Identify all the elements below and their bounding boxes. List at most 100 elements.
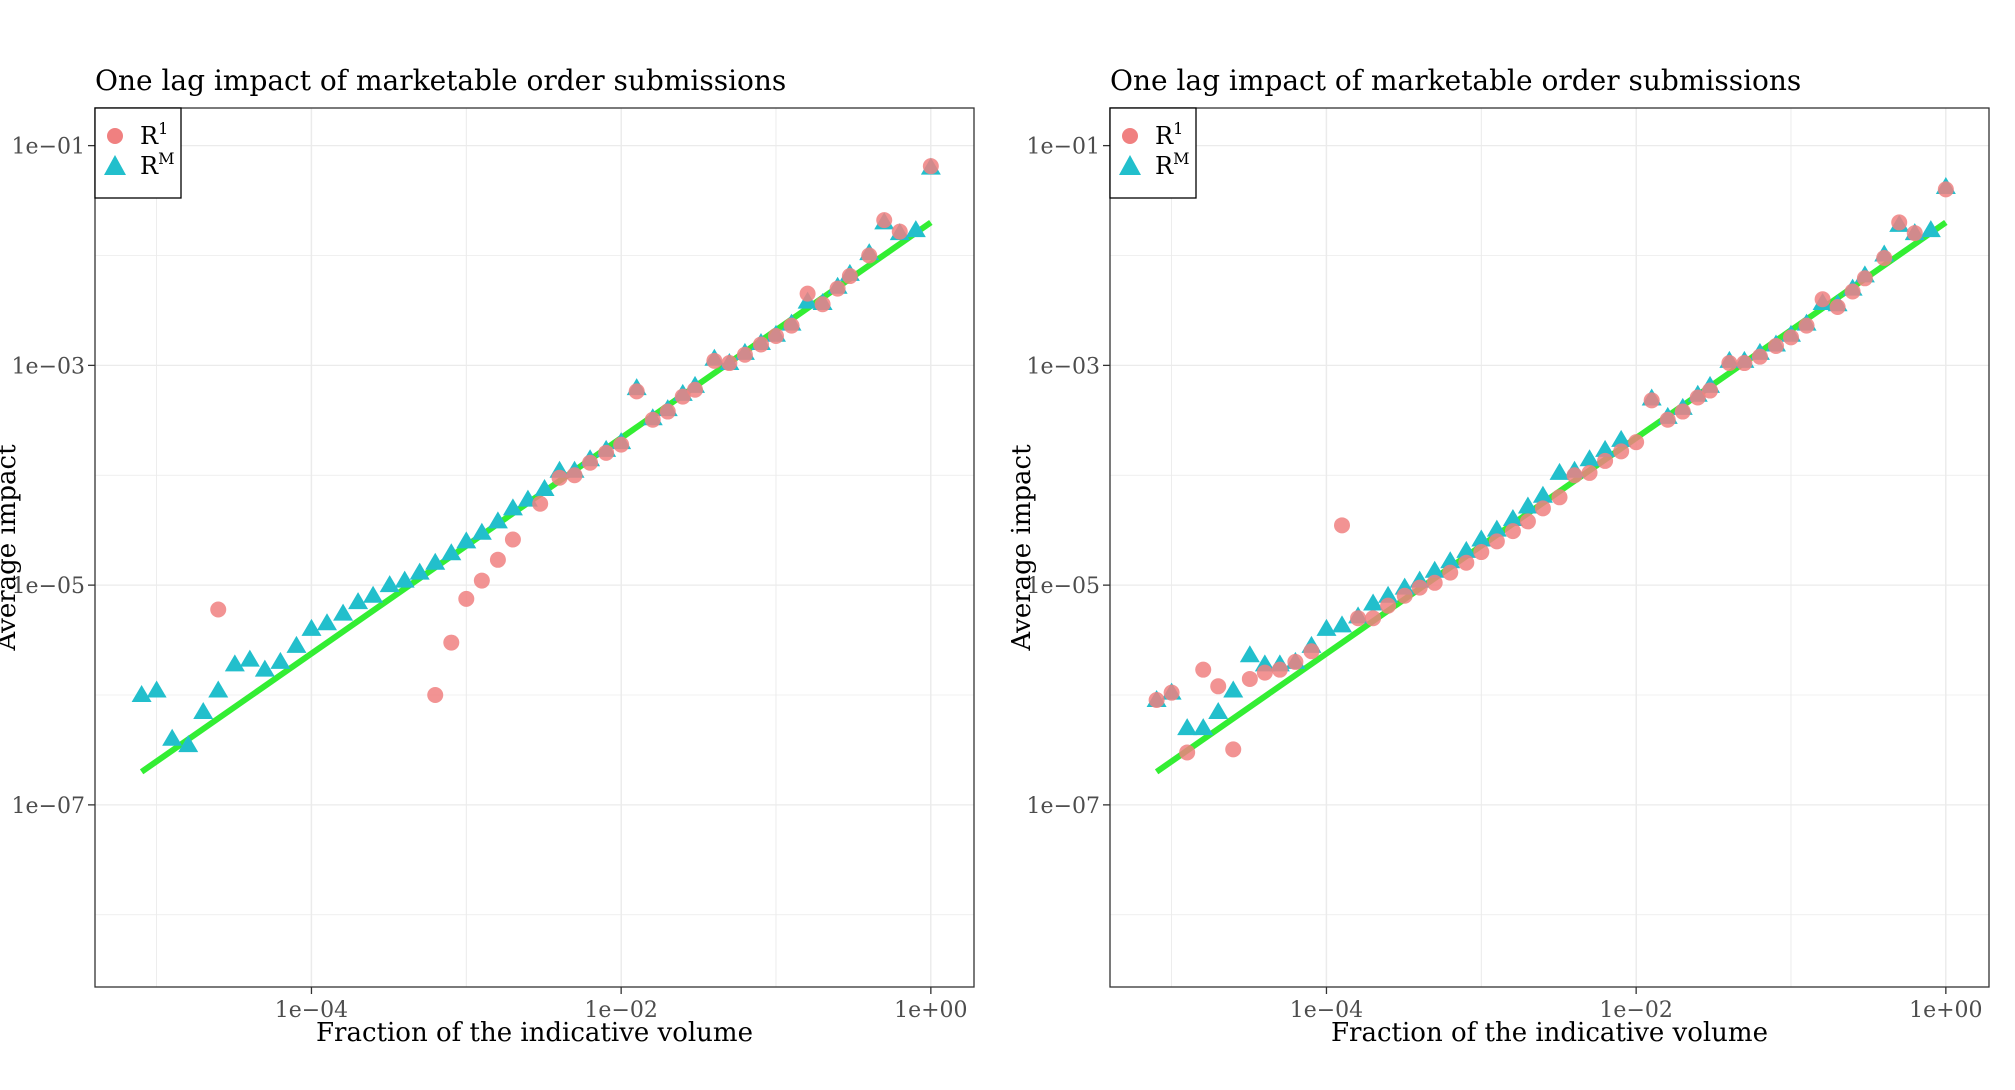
- data-point-circle: [1225, 741, 1242, 758]
- data-point-circle: [1566, 467, 1583, 484]
- data-point-triangle: [1223, 680, 1244, 698]
- x-axis-label: Fraction of the indicative volume: [1331, 1018, 1768, 1048]
- data-point-circle: [427, 686, 444, 703]
- data-point-circle: [1937, 181, 1954, 198]
- data-point-circle: [1551, 489, 1568, 506]
- data-point-circle: [1844, 283, 1861, 300]
- data-point-circle: [1814, 291, 1831, 308]
- gridlines: [1110, 108, 1989, 987]
- y-tick-label: 1e−07: [1027, 794, 1100, 819]
- data-point-circle: [736, 346, 753, 363]
- chart-panel-2: 1e−07 1e−05 1e−03 1e−01 1e−04 1e−02 1e+00 One l…: [1007, 64, 1990, 1048]
- data-point-circle: [489, 551, 506, 568]
- gridlines: [95, 108, 974, 987]
- data-point-circle: [1488, 533, 1505, 550]
- plot-area: [1110, 108, 1989, 987]
- data-point-circle: [1442, 564, 1459, 581]
- data-point-circle: [644, 411, 661, 428]
- data-point-triangle: [1177, 718, 1198, 736]
- legend-label: RM: [140, 149, 174, 180]
- data-point-triangle: [193, 702, 214, 720]
- data-point-triangle: [1456, 540, 1477, 558]
- legend-key-circle: [107, 128, 123, 144]
- data-point-circle: [1659, 411, 1676, 428]
- data-point-circle: [551, 469, 568, 486]
- data-point-triangle: [502, 498, 523, 516]
- data-point-circle: [443, 634, 460, 651]
- data-point-circle: [1148, 692, 1165, 709]
- data-point-triangle: [301, 618, 322, 636]
- data-point-circle: [1643, 392, 1660, 409]
- data-point-circle: [674, 388, 691, 405]
- x-tick-label: 1e+00: [894, 998, 967, 1023]
- data-point-circle: [767, 328, 784, 345]
- data-point-circle: [1702, 382, 1719, 399]
- data-point-circle: [1426, 574, 1443, 591]
- data-point-circle: [598, 444, 615, 461]
- data-point-triangle: [239, 649, 260, 667]
- data-point-triangle: [1424, 560, 1445, 578]
- data-point-triangle: [1440, 551, 1461, 569]
- data-point-triangle: [425, 552, 446, 570]
- data-point-triangle: [270, 651, 291, 669]
- series-r1: [1148, 181, 1954, 761]
- data-point-circle: [752, 336, 769, 353]
- y-tick-label: 1e−03: [12, 354, 85, 379]
- legend-box: [1109, 107, 1197, 199]
- data-point-circle: [1365, 610, 1382, 627]
- data-point-triangle: [1611, 429, 1632, 447]
- data-point-triangle: [394, 570, 415, 588]
- data-point-circle: [532, 495, 549, 512]
- data-point-triangle: [1363, 593, 1384, 611]
- data-point-circle: [1798, 317, 1815, 334]
- x-tick-label: 1e−02: [584, 998, 657, 1023]
- data-point-triangle: [1920, 220, 1941, 238]
- data-point-circle: [876, 212, 893, 229]
- data-point-circle: [1163, 684, 1180, 701]
- y-tick-label: 1e−01: [1027, 135, 1100, 160]
- data-point-circle: [458, 590, 475, 607]
- legend-key-triangle: [1119, 155, 1141, 175]
- data-point-triangle: [1579, 449, 1600, 467]
- data-point-circle: [1380, 597, 1397, 614]
- data-point-triangle: [333, 603, 354, 621]
- data-point-circle: [1396, 587, 1413, 604]
- y-tick-label: 1e−05: [12, 574, 85, 599]
- data-point-circle: [1411, 579, 1428, 596]
- data-point-triangle: [178, 735, 199, 753]
- chart-panel-1: 1e−07 1e−05 1e−03 1e−01 1e−04 1e−02 1e+00 One l…: [0, 64, 975, 1048]
- data-point-triangle: [146, 680, 167, 698]
- data-point-circle: [1271, 661, 1288, 678]
- data-point-triangle: [1378, 585, 1399, 603]
- data-point-circle: [814, 296, 831, 313]
- data-point-triangle: [131, 684, 152, 702]
- data-point-triangle: [254, 659, 275, 677]
- y-tick-label: 1e−05: [1027, 574, 1100, 599]
- data-point-circle: [1782, 329, 1799, 346]
- data-point-triangle: [534, 478, 555, 496]
- y-tick-label: 1e−03: [1027, 354, 1100, 379]
- data-point-triangle: [1193, 718, 1214, 736]
- data-point-circle: [1581, 464, 1598, 481]
- data-point-circle: [783, 317, 800, 334]
- data-point-circle: [721, 355, 738, 372]
- data-point-circle: [1241, 670, 1258, 687]
- legend-key-circle: [1122, 128, 1138, 144]
- y-axis-label: Average impact: [0, 444, 22, 652]
- data-point-circle: [1287, 653, 1304, 670]
- y-tick-label: 1e−01: [12, 135, 85, 160]
- data-point-circle: [829, 280, 846, 297]
- data-point-circle: [1534, 500, 1551, 517]
- legend-key-triangle: [104, 155, 126, 175]
- data-point-circle: [473, 572, 490, 589]
- x-tick-label: 1e−04: [1290, 998, 1363, 1023]
- x-axis-label: Fraction of the indicative volume: [316, 1018, 753, 1048]
- data-point-triangle: [1239, 645, 1260, 663]
- data-point-circle: [613, 436, 630, 453]
- data-point-triangle: [471, 522, 492, 540]
- plot-area: [95, 108, 974, 987]
- fit-line: [1154, 219, 1948, 775]
- x-tick-label: 1e+00: [1909, 998, 1982, 1023]
